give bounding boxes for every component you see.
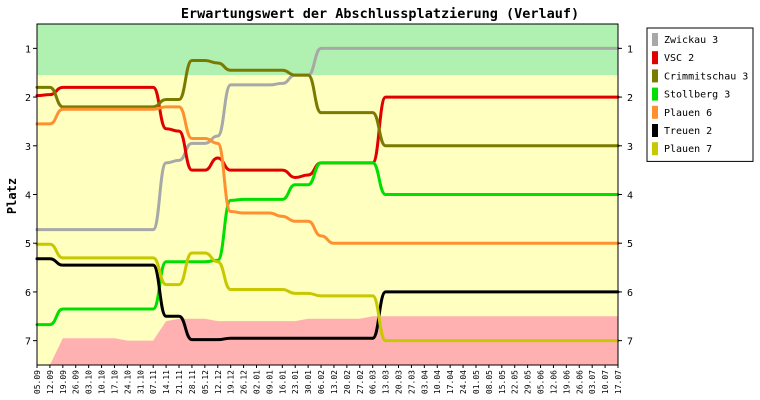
series-line-1 [35,46,620,232]
x-axis: 05.09 12.09 19.09 26.09 03.10 10.10 17.10 24.10… [33,365,623,394]
x-tick-label: 14.11 [162,370,171,394]
legend-label-2: VSC 2 [664,53,694,64]
legend-swatch-5 [652,105,658,119]
x-tick-label: 12.12 [214,370,223,394]
series-line-7 [35,242,620,343]
legend-swatch-7 [652,142,658,156]
x-tick-label: 26.12 [240,370,249,394]
series-line-6 [35,257,620,342]
y-tick-label-right: 3 [627,142,633,153]
y-tick-label-right: 1 [627,44,633,55]
x-tick-label: 13.03 [382,370,391,394]
x-tick-label: 06.03 [369,370,378,394]
x-tick-label: 03.10 [85,370,94,394]
x-tick-label: 20.02 [343,370,352,394]
legend-label-7: Plauen 7 [664,144,712,155]
legend: Zwickau 3 VSC 2 Crimmitschau 3 Stollberg 3 P… [646,27,754,162]
legend-swatch-2 [652,51,658,65]
y-axis-right: 1 2 3 4 5 6 7 [618,44,633,348]
band-1 [37,316,618,365]
legend-label-1: Zwickau 3 [664,35,718,46]
y-tick-label-left: 6 [25,288,31,299]
x-tick-label: 28.11 [188,370,197,394]
x-tick-label: 09.01 [265,370,274,394]
legend-label-4: Stollberg 3 [664,90,730,101]
x-tick-label: 24.10 [123,370,132,394]
y-tick-label-left: 7 [25,337,31,348]
x-tick-label: 19.09 [59,370,68,394]
y-tick-label-left: 4 [25,191,31,202]
x-tick-label: 03.07 [588,370,597,394]
y-tick-label-left: 2 [25,93,31,104]
legend-label-5: Plauen 6 [664,108,712,119]
x-tick-label: 22.05 [511,370,520,394]
legend-label-3: Crimmitschau 3 [664,71,748,82]
x-tick-label: 03.04 [420,370,429,394]
series-line-4 [35,161,620,327]
legend-swatch-4 [652,87,658,101]
series-line-3 [35,59,620,148]
y-tick-label-left: 3 [25,142,31,153]
x-tick-label: 27.02 [356,370,365,394]
y-tick-label-right: 2 [627,93,633,104]
x-tick-label: 30.01 [304,370,313,394]
legend-box [646,27,754,162]
x-tick-label: 29.05 [524,370,533,394]
legend-swatch-1 [652,33,658,46]
x-tick-label: 12.06 [549,370,558,394]
x-tick-label: 21.11 [175,370,184,394]
x-tick-label: 19.06 [562,370,571,394]
x-tick-label: 26.06 [575,370,584,394]
legend-swatch-6 [652,124,658,137]
y-tick-label-right: 7 [627,337,633,348]
x-tick-label: 13.02 [330,370,339,394]
x-tick-label: 17.10 [110,370,119,394]
y-tick-label-right: 4 [627,191,633,202]
x-tick-label: 07.11 [149,370,158,394]
x-tick-label: 23.01 [291,370,300,394]
x-tick-label: 05.09 [33,370,42,394]
y-tick-label-right: 5 [627,239,633,250]
y-tick-label-left: 1 [25,44,31,55]
legend-swatch-3 [652,69,658,83]
x-tick-label: 20.03 [395,370,404,394]
y-tick-label-left: 5 [25,239,31,250]
x-tick-label: 10.10 [98,370,107,394]
y-axis-left: 1 2 3 4 5 6 7 [25,44,37,348]
chart-title: Erwartungswert der Abschlussplatzierung … [181,6,579,22]
x-tick-label: 19.12 [227,370,236,394]
x-tick-label: 01.05 [472,370,481,394]
plot-area [35,23,620,366]
x-tick-label: 05.12 [201,370,210,394]
x-tick-label: 27.03 [407,370,416,394]
series-lines [35,46,620,343]
x-tick-label: 24.04 [459,370,468,394]
x-tick-label: 10.07 [601,370,610,394]
x-tick-label: 05.06 [537,370,546,394]
x-tick-label: 26.09 [72,370,81,394]
legend-label-6: Treuen 2 [664,126,712,137]
series-line-5 [35,105,620,245]
x-tick-label: 31.10 [136,370,145,394]
y-axis-label: Platz [5,178,19,214]
x-tick-label: 16.01 [278,370,287,394]
x-tick-label: 15.05 [498,370,507,394]
x-tick-label: 17.04 [446,370,455,394]
x-tick-label: 17.07 [614,370,623,394]
x-tick-label: 12.09 [46,370,55,394]
x-tick-label: 10.04 [433,370,442,394]
x-tick-label: 02.01 [252,370,261,394]
x-tick-label: 08.05 [485,370,494,394]
x-tick-label: 06.02 [317,370,326,394]
y-tick-label-right: 6 [627,288,633,299]
